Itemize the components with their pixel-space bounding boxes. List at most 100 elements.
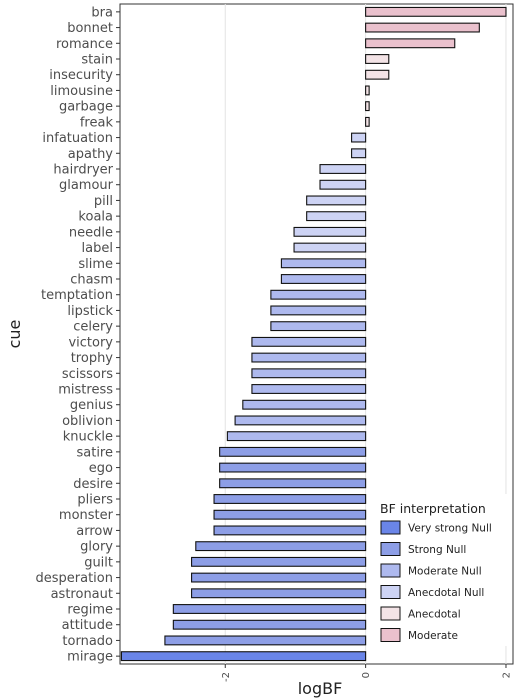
bar-satire xyxy=(219,446,367,457)
bar-knuckle xyxy=(226,431,367,442)
legend-key xyxy=(380,606,401,621)
x-axis-title: logBF xyxy=(298,679,343,698)
bar-pill xyxy=(306,195,367,206)
legend-label: Anecdotal Null xyxy=(408,587,484,599)
y-tick-label: stain xyxy=(81,53,113,68)
bar-trophy xyxy=(251,352,367,363)
y-tick-label: mistress xyxy=(58,383,113,398)
y-tick-label: slime xyxy=(78,257,113,272)
legend-key xyxy=(380,585,401,599)
y-tick-label: limousine xyxy=(50,84,113,99)
y-tick-label: apathy xyxy=(68,147,114,162)
bar-desire xyxy=(219,478,367,489)
y-tick-label: mirage xyxy=(67,650,113,665)
y-tick-label: celery xyxy=(73,320,113,335)
y-axis-title: cue xyxy=(5,320,24,349)
y-tick-label: temptation xyxy=(41,288,113,303)
y-tick-label: ego xyxy=(89,461,113,476)
bar-chasm xyxy=(280,274,367,284)
bar-monster xyxy=(213,509,367,520)
y-tick-label: lipstick xyxy=(67,304,113,319)
y-tick-label: trophy xyxy=(71,351,114,366)
y-tick-label: infatuation xyxy=(42,131,113,146)
bar-koala xyxy=(306,211,367,222)
legend-label: Moderate xyxy=(408,630,458,642)
x-tick-label: 2 xyxy=(501,672,512,678)
bar-scissors xyxy=(251,368,367,379)
y-tick-label: garbage xyxy=(59,100,113,115)
bar-insecurity xyxy=(365,69,390,80)
legend: BF interpretation Very strong Null Strong… xyxy=(372,494,510,646)
y-tick-label: guilt xyxy=(84,555,113,570)
bar-freak xyxy=(365,116,370,127)
legend-label: Strong Null xyxy=(408,544,466,556)
bars xyxy=(120,6,507,662)
bar-oblivion xyxy=(234,415,367,426)
legend-key xyxy=(380,542,401,556)
y-tick-label: victory xyxy=(68,335,113,350)
bar-slime xyxy=(280,258,367,269)
x-tick-labels: -2 0 2 xyxy=(221,664,512,682)
bar-genius xyxy=(242,399,367,410)
x-tick-label: -2 xyxy=(221,672,232,682)
y-tick-label: regime xyxy=(67,603,113,618)
bar-desperation xyxy=(191,572,367,583)
y-tick-label: oblivion xyxy=(62,414,113,429)
y-tick-label: arrow xyxy=(76,524,113,539)
y-tick-label: bra xyxy=(91,5,113,20)
bar-bonnet xyxy=(365,22,480,33)
bar-lipstick xyxy=(270,305,367,316)
legend-label: Anecdotal xyxy=(408,609,461,621)
y-tick-label: knuckle xyxy=(63,430,113,445)
y-tick-label: bonnet xyxy=(67,21,113,36)
bar-stain xyxy=(365,54,390,64)
y-tick-label: scissors xyxy=(62,367,113,382)
bar-glamour xyxy=(319,179,367,190)
legend-title: BF interpretation xyxy=(380,501,486,516)
legend-label: Very strong Null xyxy=(408,523,492,535)
y-tick-label: pliers xyxy=(77,493,113,508)
legend-key xyxy=(380,628,401,642)
bar-mirage xyxy=(120,651,367,662)
bar-victory xyxy=(251,336,367,347)
y-tick-label: satire xyxy=(76,445,113,460)
bar-temptation xyxy=(270,289,367,300)
y-tick-label: glory xyxy=(80,540,113,555)
bar-pliers xyxy=(213,494,367,504)
y-tick-label: tornado xyxy=(62,634,113,649)
x-tick-label: 0 xyxy=(361,672,372,678)
bar-infatuation xyxy=(351,132,367,143)
y-tick-label: freak xyxy=(80,115,114,130)
bar-celery xyxy=(270,321,367,332)
y-tick-label: chasm xyxy=(70,273,113,288)
bar-romance xyxy=(365,38,456,49)
bar-astronaut xyxy=(191,588,367,599)
bar-regime xyxy=(172,604,367,614)
bar-arrow xyxy=(213,525,367,536)
legend-label: Moderate Null xyxy=(408,566,482,578)
y-tick-label: insecurity xyxy=(49,68,113,83)
bar-bra xyxy=(365,6,507,17)
bar-limousine xyxy=(365,85,370,96)
y-tick-label: romance xyxy=(56,37,113,52)
bar-mistress xyxy=(251,384,367,394)
bar-glory xyxy=(195,541,367,552)
legend-key xyxy=(380,563,401,578)
bar-attitude xyxy=(172,619,367,630)
bar-label xyxy=(293,242,367,253)
bar-apathy xyxy=(351,148,367,159)
legend-key xyxy=(380,520,401,535)
y-tick-label: astronaut xyxy=(51,587,113,602)
bar-needle xyxy=(293,226,367,237)
y-tick-label: monster xyxy=(59,508,114,523)
bar-hairdryer xyxy=(319,164,367,174)
y-tick-label: hairdryer xyxy=(53,163,113,178)
y-tick-label: glamour xyxy=(59,178,114,193)
y-tick-label: desperation xyxy=(36,571,114,586)
y-tick-label: desire xyxy=(73,477,113,492)
bar-tornado xyxy=(164,635,367,646)
y-tick-label: genius xyxy=(70,398,113,413)
y-tick-label: label xyxy=(82,241,113,256)
bar-garbage xyxy=(365,101,370,112)
